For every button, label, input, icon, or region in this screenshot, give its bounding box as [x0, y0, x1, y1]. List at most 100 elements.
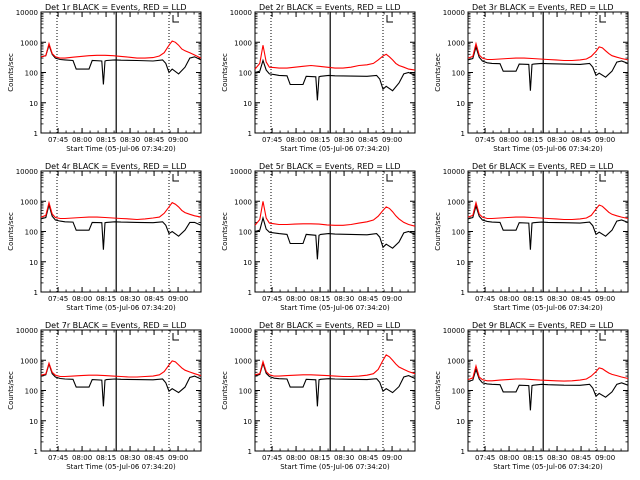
x-axis-label: Start Time (05-Jul-06 07:34:20) [66, 304, 176, 312]
x-tick-label: 08:30 [120, 295, 140, 303]
x-axis-label: Start Time (05-Jul-06 07:34:20) [66, 145, 176, 153]
bracket-marker [599, 333, 606, 341]
x-axis-label: Start Time (05-Jul-06 07:34:20) [280, 463, 390, 471]
bracket-marker [599, 15, 606, 23]
y-tick-label: 1 [248, 130, 252, 138]
y-tick-label: 10000 [443, 327, 465, 335]
x-tick-label: 08:00 [286, 136, 306, 144]
x-tick-label: 08:45 [144, 295, 164, 303]
x-tick-label: 09:00 [382, 136, 402, 144]
x-tick-label: 08:45 [358, 295, 378, 303]
x-tick-label: 08:45 [571, 454, 591, 462]
x-tick-label: 07:45 [475, 454, 495, 462]
y-axis-label: Counts/sec [434, 53, 442, 92]
series-line-events [254, 58, 416, 101]
panel-2: Det 2r BLACK = Events, RED = LLD 1 10 100 10… [221, 3, 416, 153]
panel-3: Det 3r BLACK = Events, RED = LLD 1 10 100 10… [434, 3, 629, 153]
y-tick-label: 10 [243, 418, 252, 426]
y-axis-label: Counts/sec [221, 371, 229, 410]
plot-frame [254, 11, 416, 134]
y-tick-label: 10000 [230, 327, 252, 335]
series-line-events [40, 362, 202, 407]
x-tick-label: 08:45 [144, 136, 164, 144]
panel-title: Det 8r BLACK = Events, RED = LLD [259, 321, 401, 330]
y-tick-label: 10 [243, 100, 252, 108]
y-tick-label: 10 [29, 259, 38, 267]
x-tick-label: 09:00 [382, 454, 402, 462]
plot-frame [40, 329, 202, 452]
bracket-marker [172, 333, 179, 341]
x-tick-label: 08:30 [120, 136, 140, 144]
panel-title: Det 9r BLACK = Events, RED = LLD [472, 321, 614, 330]
series-line-events [40, 43, 202, 85]
y-tick-label: 10000 [443, 168, 465, 176]
series-line-events [254, 361, 416, 407]
y-tick-label: 10 [29, 418, 38, 426]
plot-frame [40, 170, 202, 293]
panel-6: Det 6r BLACK = Events, RED = LLD 1 10 100 10… [434, 162, 629, 312]
x-tick-label: 08:00 [286, 454, 306, 462]
x-tick-label: 08:15 [96, 295, 116, 303]
x-tick-label: 08:45 [358, 454, 378, 462]
panel-title: Det 7r BLACK = Events, RED = LLD [45, 321, 187, 330]
x-tick-label: 08:00 [286, 295, 306, 303]
x-tick-label: 08:45 [571, 295, 591, 303]
series-line-lld [40, 40, 202, 59]
y-axis-label: Counts/sec [7, 212, 15, 251]
y-tick-label: 100 [239, 70, 252, 78]
y-tick-label: 10000 [230, 168, 252, 176]
x-tick-label: 08:15 [523, 295, 543, 303]
x-tick-label: 08:30 [334, 295, 354, 303]
y-tick-label: 1000 [234, 198, 252, 206]
x-tick-label: 08:00 [499, 136, 519, 144]
series-line-events [467, 367, 629, 411]
plot-frame [467, 11, 629, 134]
y-axis-label: Counts/sec [221, 53, 229, 92]
x-tick-label: 08:45 [144, 454, 164, 462]
y-tick-label: 100 [452, 388, 465, 396]
y-tick-label: 100 [452, 229, 465, 237]
x-tick-label: 09:00 [595, 136, 615, 144]
panel-title: Det 5r BLACK = Events, RED = LLD [259, 162, 401, 171]
x-axis-label: Start Time (05-Jul-06 07:34:20) [493, 304, 603, 312]
series-line-lld [40, 360, 202, 378]
y-tick-label: 10 [456, 100, 465, 108]
y-axis-label: Counts/sec [434, 371, 442, 410]
x-tick-label: 09:00 [168, 295, 188, 303]
y-axis-label: Counts/sec [7, 371, 15, 410]
y-tick-label: 1 [34, 130, 38, 138]
x-tick-label: 07:45 [48, 454, 68, 462]
y-tick-label: 10 [456, 259, 465, 267]
x-axis-label: Start Time (05-Jul-06 07:34:20) [493, 463, 603, 471]
bracket-marker [386, 174, 393, 182]
y-tick-label: 1 [34, 289, 38, 297]
y-tick-label: 10 [456, 418, 465, 426]
x-axis-label: Start Time (05-Jul-06 07:34:20) [66, 463, 176, 471]
panel-1: Det 1r BLACK = Events, RED = LLD 1 10 100 10… [7, 3, 202, 153]
x-tick-label: 08:15 [523, 136, 543, 144]
panel-4: Det 4r BLACK = Events, RED = LLD 1 10 100 10… [7, 162, 202, 312]
series-line-lld [254, 45, 416, 71]
y-tick-label: 100 [239, 229, 252, 237]
y-tick-label: 10000 [16, 327, 38, 335]
x-tick-label: 08:00 [499, 295, 519, 303]
bracket-marker [172, 174, 179, 182]
y-tick-label: 1000 [447, 198, 465, 206]
series-line-lld [467, 41, 629, 62]
y-tick-label: 1000 [447, 357, 465, 365]
y-tick-label: 1000 [20, 198, 38, 206]
bracket-marker [386, 333, 393, 341]
plot-frame [254, 170, 416, 293]
y-axis-label: Counts/sec [434, 212, 442, 251]
series-line-events [467, 203, 629, 250]
plot-frame [467, 329, 629, 452]
panel-title: Det 3r BLACK = Events, RED = LLD [472, 3, 614, 12]
y-tick-label: 1 [461, 130, 465, 138]
x-tick-label: 08:00 [499, 454, 519, 462]
x-tick-label: 07:45 [262, 454, 282, 462]
series-line-lld [467, 200, 629, 221]
y-tick-label: 100 [25, 388, 38, 396]
y-tick-label: 1000 [447, 39, 465, 47]
series-line-lld [467, 363, 629, 382]
